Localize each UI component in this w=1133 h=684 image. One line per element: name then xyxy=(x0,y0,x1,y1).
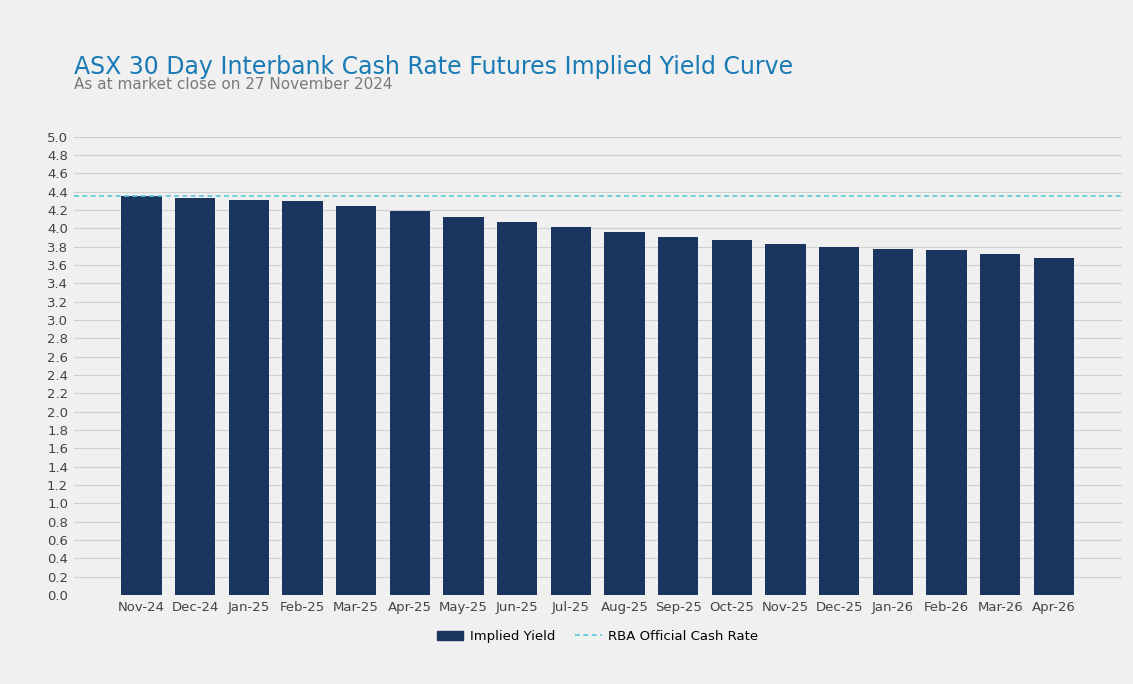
Bar xyxy=(1033,258,1074,595)
Bar xyxy=(337,205,376,595)
Bar xyxy=(872,248,913,595)
Bar xyxy=(927,250,966,595)
Legend: Implied Yield, RBA Official Cash Rate: Implied Yield, RBA Official Cash Rate xyxy=(432,624,764,648)
Bar xyxy=(282,201,323,595)
Bar xyxy=(712,240,752,595)
Text: ASX 30 Day Interbank Cash Rate Futures Implied Yield Curve: ASX 30 Day Interbank Cash Rate Futures I… xyxy=(74,55,793,79)
Bar xyxy=(658,237,698,595)
Bar xyxy=(390,211,429,595)
Bar xyxy=(121,196,162,595)
Bar xyxy=(229,200,269,595)
Bar xyxy=(551,226,591,595)
Bar xyxy=(604,232,645,595)
Text: As at market close on 27 November 2024: As at market close on 27 November 2024 xyxy=(74,77,392,92)
Bar xyxy=(497,222,537,595)
Bar xyxy=(766,244,806,595)
Bar xyxy=(980,254,1021,595)
Bar xyxy=(443,217,484,595)
Bar xyxy=(174,198,215,595)
Bar xyxy=(819,247,859,595)
